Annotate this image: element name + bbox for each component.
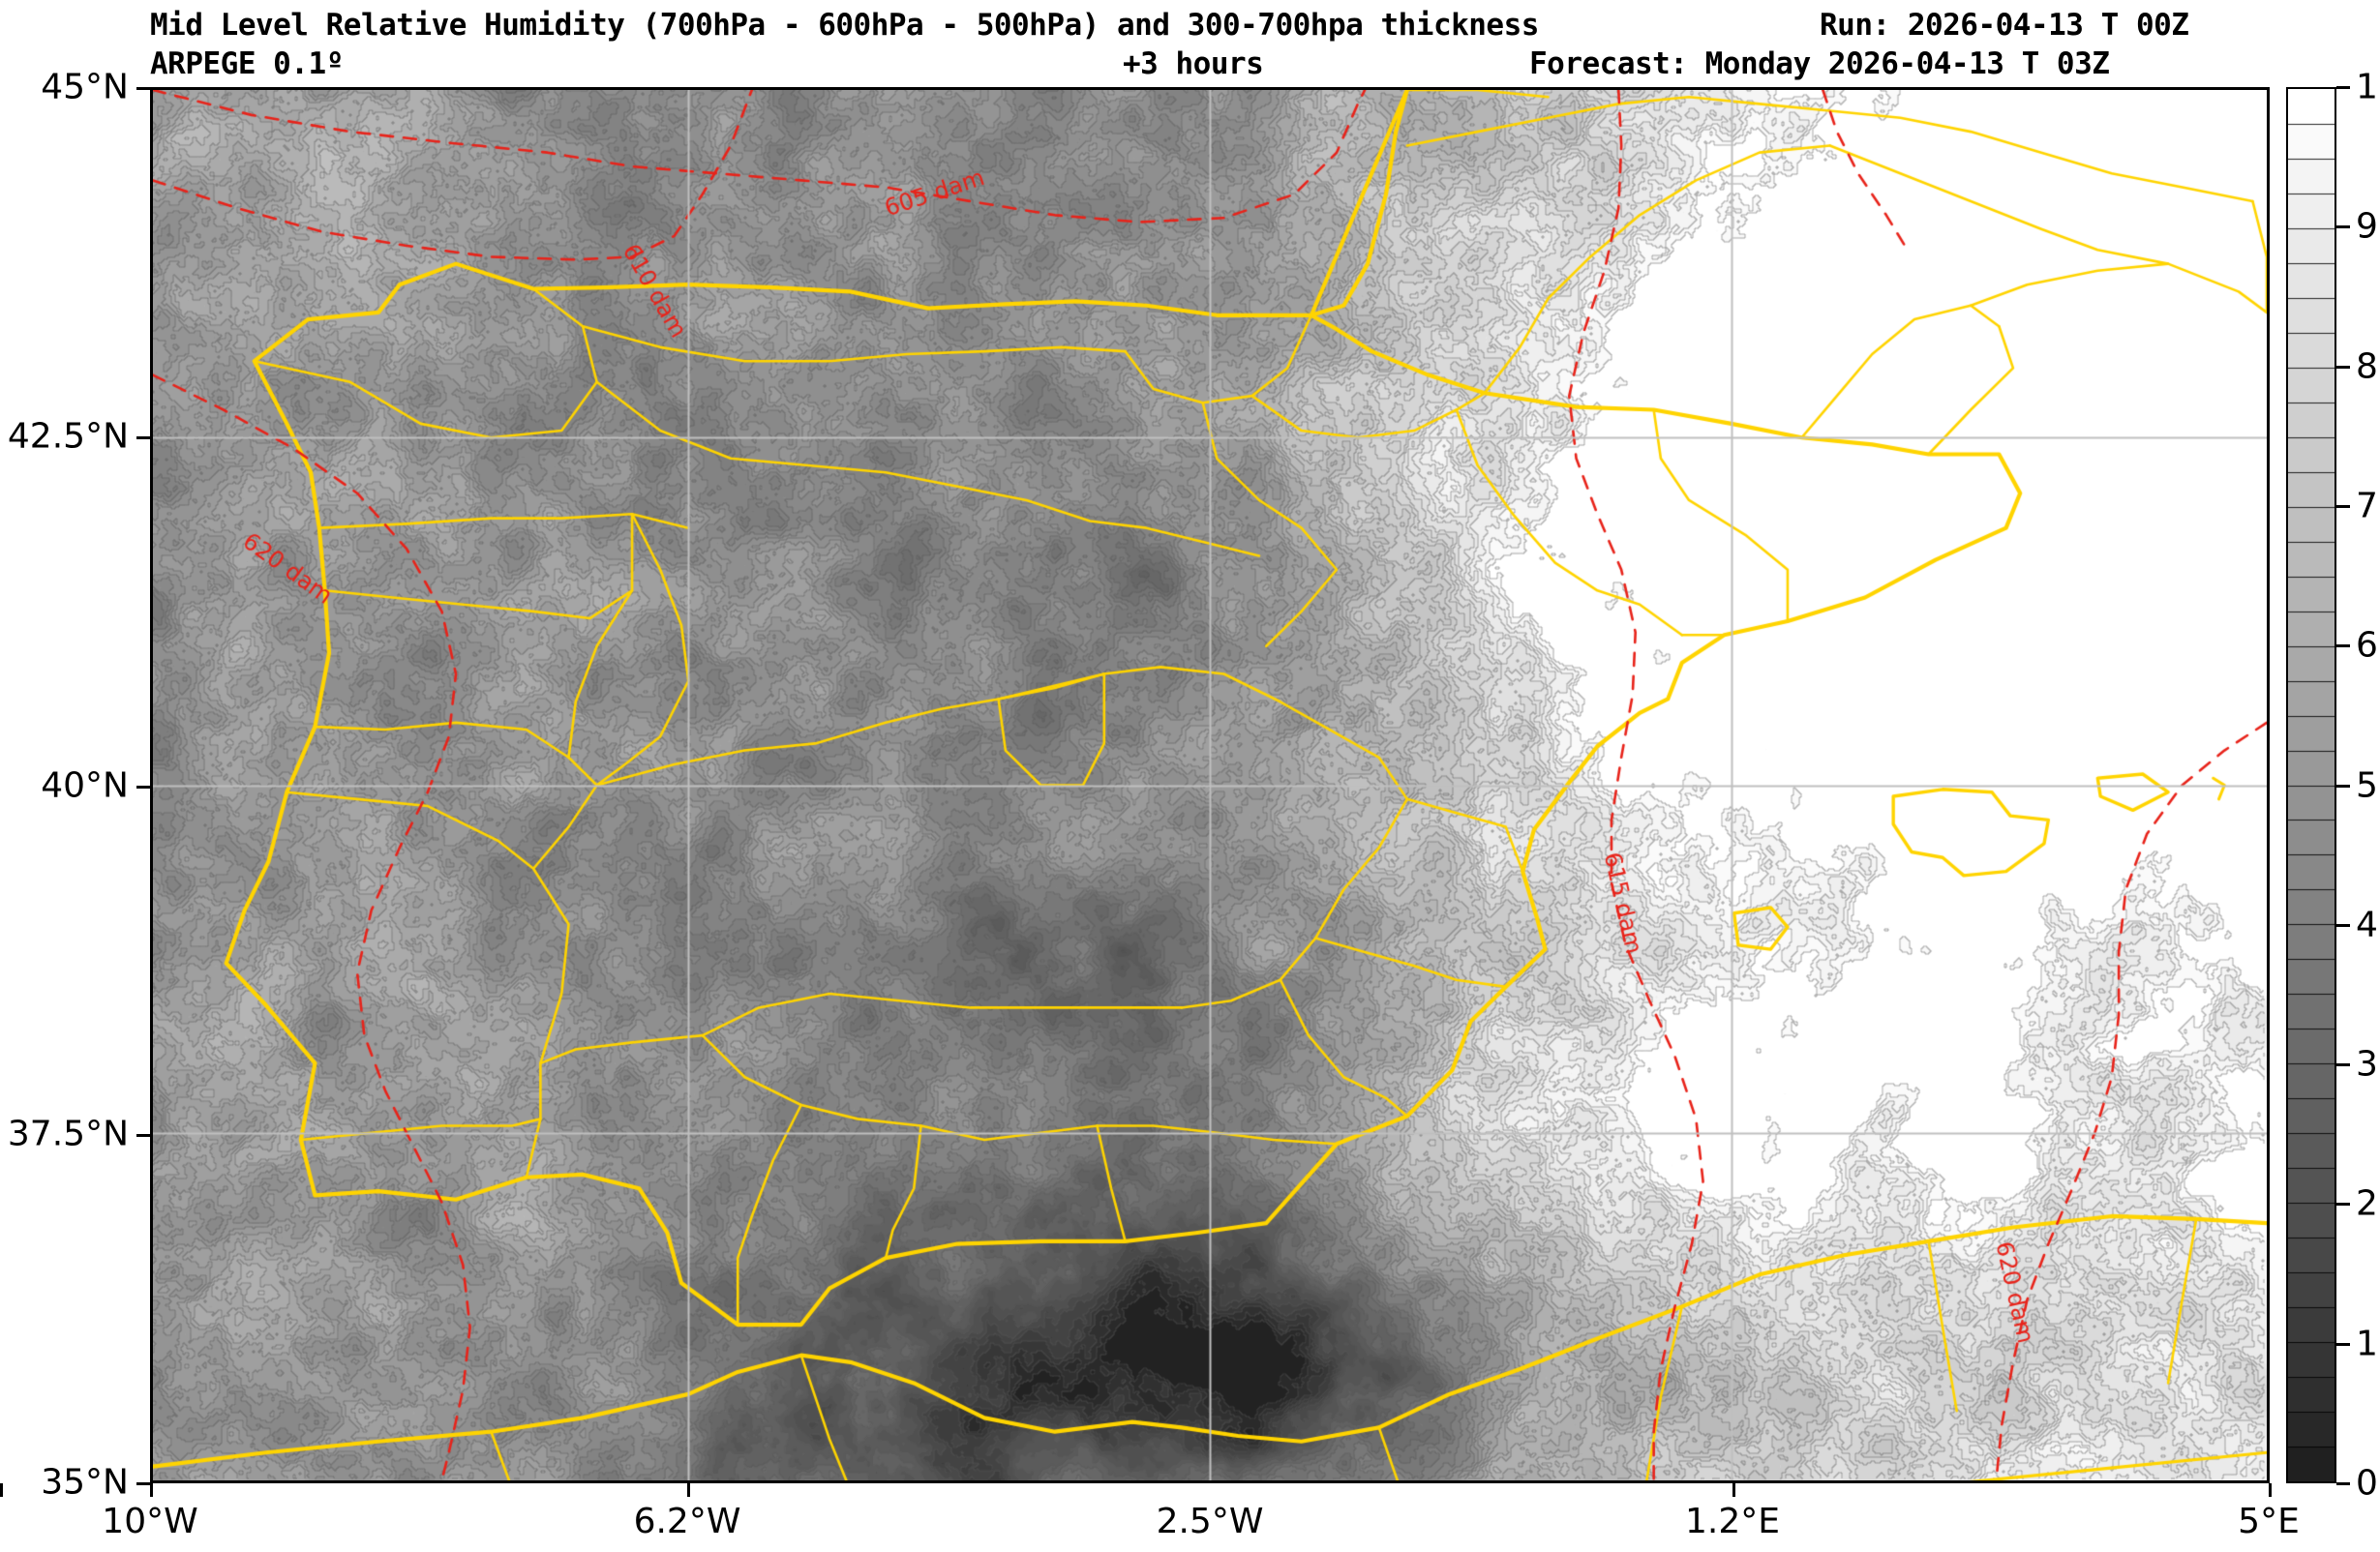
colorbar-tick-label: 90 [2356, 206, 2380, 247]
colorbar-tick [2336, 1482, 2350, 1485]
colorbar-tick-label: 50 [2356, 765, 2380, 805]
x-tick [2269, 1483, 2272, 1497]
x-tick-label: 1.2°E [1685, 1502, 1780, 1541]
colorbar-tick [2336, 923, 2350, 927]
x-tick [1732, 1483, 1735, 1497]
colorbar-tick-label: 80 [2356, 346, 2380, 387]
colorbar-tick [2336, 644, 2350, 648]
y-tick-label: 35°N [41, 1462, 129, 1503]
y-tick [136, 87, 150, 90]
colorbar-tick [2336, 86, 2350, 89]
colorbar-tick-label: 20 [2356, 1183, 2380, 1224]
colorbar-tick-label: 0 [2356, 1463, 2378, 1504]
colorbar-tick [2336, 1342, 2350, 1346]
model-label: ARPEGE 0.1º [150, 46, 344, 81]
colorbar [2286, 87, 2336, 1483]
colorbar-tick-label: 30 [2356, 1044, 2380, 1085]
colorbar-tick [2336, 225, 2350, 229]
colorbar-tick [2336, 1203, 2350, 1207]
forecast-valid-label: Forecast: Monday 2026-04-13 T 03Z [1529, 46, 2110, 81]
y-tick [136, 436, 150, 439]
colorbar-tick-label: 100 [2356, 67, 2380, 107]
colorbar-tick [2336, 365, 2350, 369]
colorbar-tick [2336, 504, 2350, 508]
colorbar-tick-label: 10 [2356, 1324, 2380, 1364]
map-panel[interactable] [150, 87, 2270, 1483]
colorbar-tick-label: 60 [2356, 625, 2380, 666]
colorbar-icon [2288, 89, 2335, 1481]
colorbar-tick-label: 70 [2356, 486, 2380, 526]
colorbar-tick-label: 40 [2356, 905, 2380, 945]
colorbar-tick [2336, 784, 2350, 788]
x-tick [0, 1483, 3, 1497]
y-tick-label: 42.5°N [7, 416, 129, 457]
x-tick-label: 10°W [102, 1502, 198, 1541]
header: Mid Level Relative Humidity (700hPa - 60… [0, 0, 2380, 81]
map-icon [153, 90, 2267, 1480]
page-title: Mid Level Relative Humidity (700hPa - 60… [150, 8, 1539, 43]
y-tick-label: 40°N [41, 765, 129, 806]
x-tick [687, 1483, 690, 1497]
forecast-step-label: +3 hours [1123, 46, 1264, 81]
x-tick-label: 5°E [2238, 1502, 2300, 1541]
colorbar-tick [2336, 1063, 2350, 1067]
y-tick-label: 37.5°N [7, 1114, 129, 1154]
y-tick [136, 1134, 150, 1137]
y-tick [136, 786, 150, 789]
y-tick-label: 45°N [41, 67, 129, 107]
run-label: Run: 2026-04-13 T 00Z [1820, 8, 2189, 43]
x-tick-label: 6.2°W [633, 1502, 741, 1541]
x-tick [150, 1483, 153, 1497]
y-tick [136, 1482, 150, 1485]
x-tick-label: 2.5°W [1156, 1502, 1264, 1541]
